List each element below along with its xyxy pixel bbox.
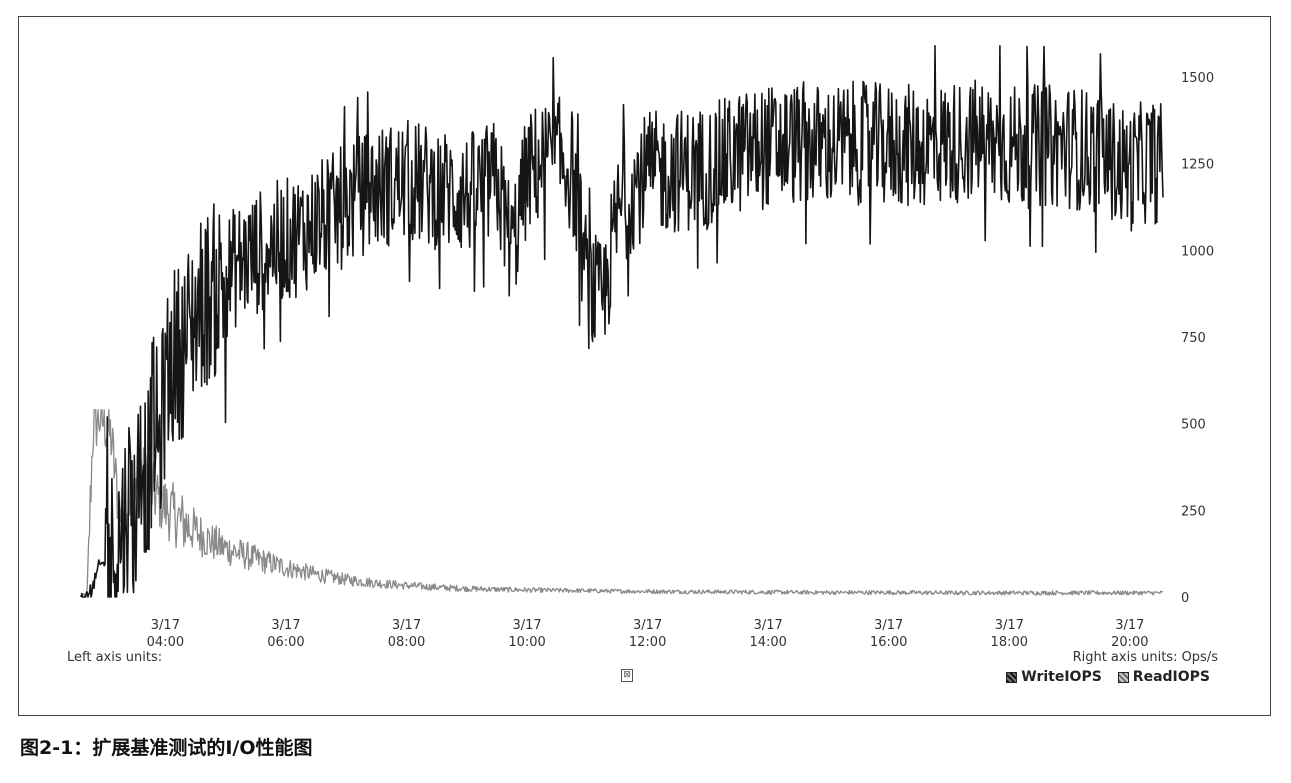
y-tick-label-500: 500: [1181, 418, 1206, 433]
x-tick-time-1400: 14:00: [749, 635, 786, 650]
series-line-readiops: [80, 409, 1163, 598]
figure-frame: 0 250 500 750 1000 1250 1500 3/17 04:00 3/17 06:00…: [18, 16, 1271, 716]
left-axis-units-label: Left axis units:: [67, 650, 163, 665]
x-tick-time-1000: 10:00: [508, 635, 545, 650]
x-tick-time-0600: 06:00: [267, 635, 304, 650]
x-tick-date-2000: 3/17: [1115, 618, 1144, 633]
x-tick-date-1600: 3/17: [874, 618, 903, 633]
x-tick-time-0800: 08:00: [388, 635, 425, 650]
legend-item-write[interactable]: WriteIOPS: [1006, 669, 1102, 685]
x-tick-date-1400: 3/17: [754, 618, 783, 633]
zoom-marker-icon[interactable]: ⊠: [621, 669, 633, 682]
legend-item-read[interactable]: ReadIOPS: [1117, 669, 1210, 685]
x-tick-time-1800: 18:00: [991, 635, 1028, 650]
x-tick-time-1200: 12:00: [629, 635, 666, 650]
legend-label-write: WriteIOPS: [1021, 669, 1102, 685]
x-tick-time-1600: 16:00: [870, 635, 907, 650]
legend: WriteIOPS ReadIOPS: [1006, 669, 1210, 685]
legend-label-read: ReadIOPS: [1132, 669, 1210, 685]
y-tick-label-1250: 1250: [1181, 158, 1214, 173]
y-tick-label-0: 0: [1181, 591, 1189, 606]
y-tick-label-1500: 1500: [1181, 71, 1214, 86]
x-tick-date-0400: 3/17: [151, 618, 180, 633]
y-tick-label-250: 250: [1181, 504, 1206, 519]
x-tick-time-2000: 20:00: [1111, 635, 1148, 650]
y-tick-label-750: 750: [1181, 331, 1206, 346]
x-tick-date-0600: 3/17: [271, 618, 300, 633]
x-tick-date-1800: 3/17: [995, 618, 1024, 633]
figure-caption: 图2-1：扩展基准测试的I/O性能图: [20, 737, 313, 759]
right-axis-units-label: Right axis units: Ops/s: [1072, 650, 1218, 665]
x-tick-date-1200: 3/17: [633, 618, 662, 633]
x-tick-date-0800: 3/17: [392, 618, 421, 633]
legend-swatch-write-icon: [1006, 671, 1018, 683]
x-tick-date-1000: 3/17: [512, 618, 541, 633]
legend-swatch-read-icon: [1117, 671, 1129, 683]
y-tick-label-1000: 1000: [1181, 244, 1214, 259]
series-line-writeiops: [80, 45, 1164, 598]
io-chart: 0 250 500 750 1000 1250 1500 3/17 04:00 3/17 06:00…: [80, 45, 1214, 650]
x-tick-time-0400: 04:00: [147, 635, 184, 650]
